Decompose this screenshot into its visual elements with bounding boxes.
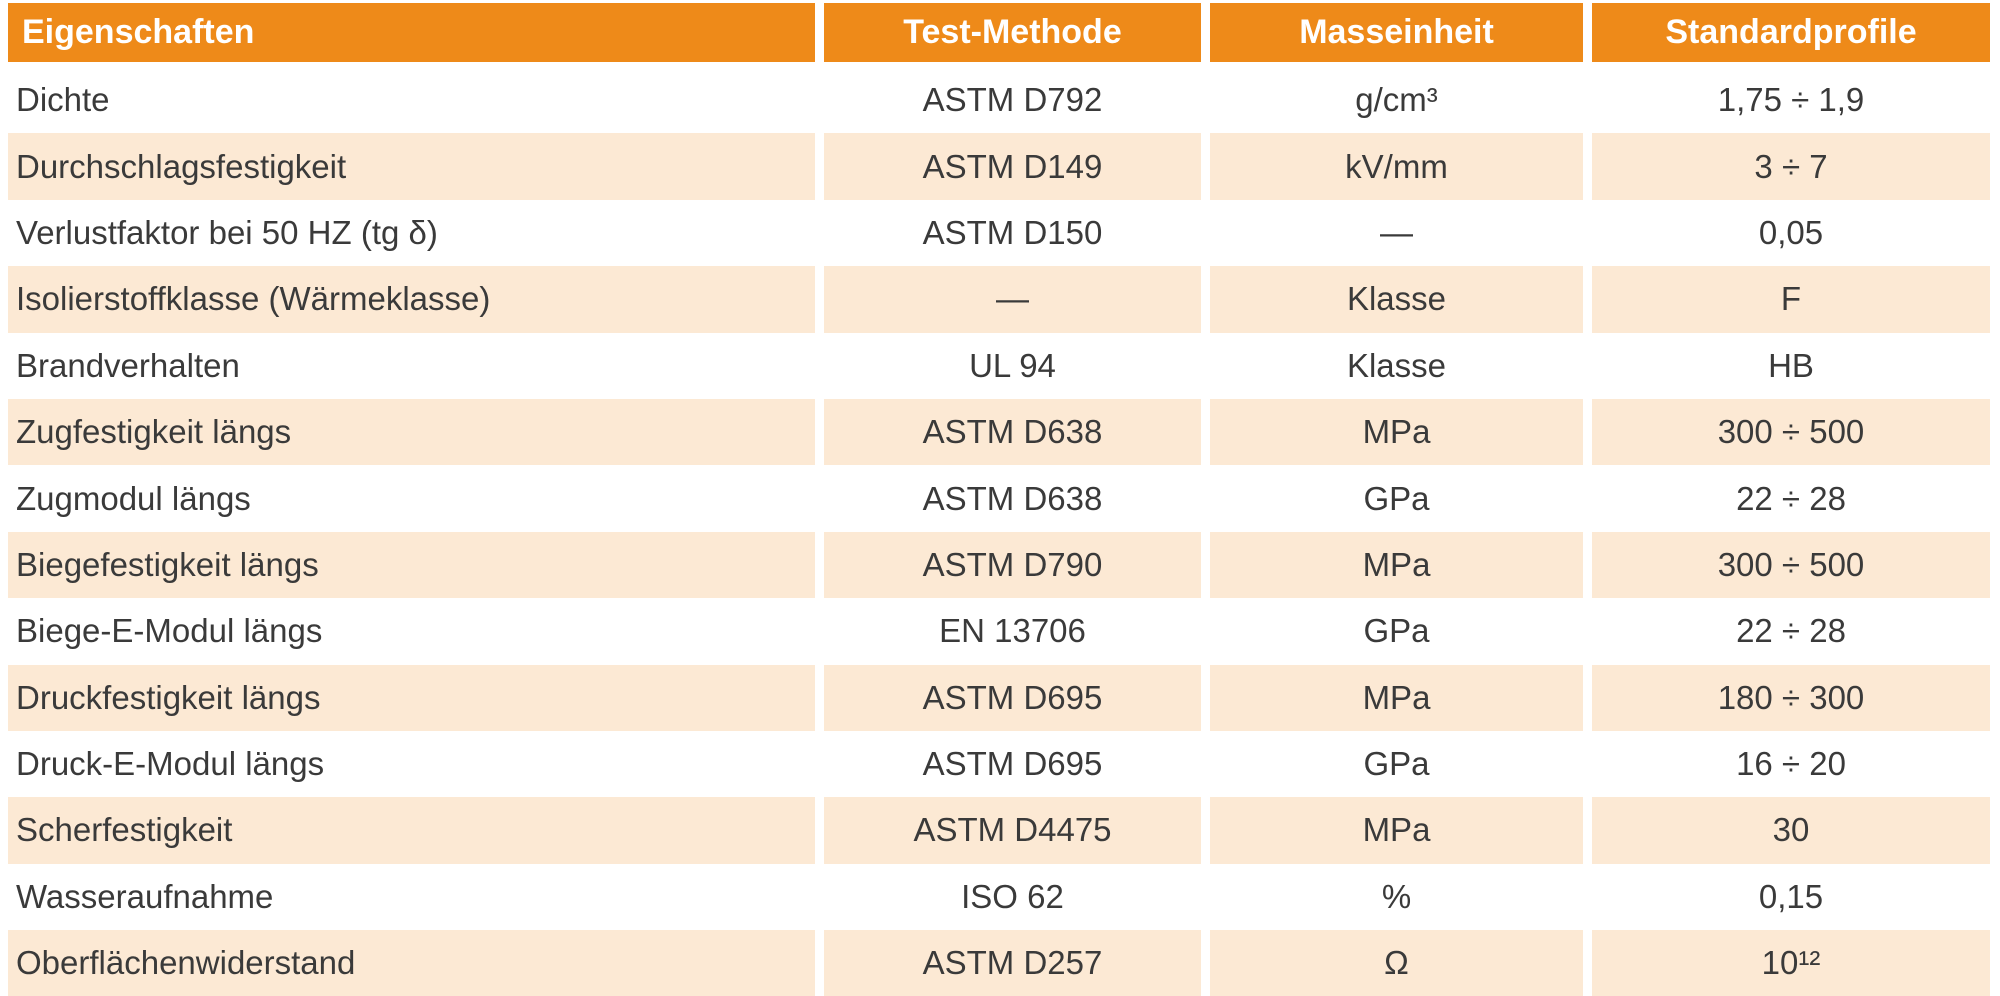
cell-standardprofile: 30 bbox=[1592, 797, 1990, 864]
cell-standardprofile: 0,15 bbox=[1592, 863, 1990, 931]
cell-standardprofile: 3 ÷ 7 bbox=[1592, 133, 1990, 200]
cell-eigenschaft: Wasseraufnahme bbox=[8, 863, 815, 931]
cell-test-methode: ASTM D638 bbox=[824, 398, 1201, 466]
cell-standardprofile: 300 ÷ 500 bbox=[1592, 531, 1990, 599]
cell-masseinheit: MPa bbox=[1210, 664, 1583, 731]
table-header-row: Eigenschaften Test-Methode Masseinheit S… bbox=[8, 3, 1990, 62]
column-header-eigenschaften: Eigenschaften bbox=[8, 3, 815, 62]
cell-masseinheit: Klasse bbox=[1210, 332, 1583, 399]
cell-standardprofile: 16 ÷ 20 bbox=[1592, 730, 1990, 798]
cell-standardprofile: 1,75 ÷ 1,9 bbox=[1592, 67, 1990, 134]
cell-masseinheit: g/cm³ bbox=[1210, 67, 1583, 134]
cell-eigenschaft: Verlustfaktor bei 50 HZ (tg δ) bbox=[8, 199, 815, 267]
cell-eigenschaft: Durchschlagsfestigkeit bbox=[8, 133, 815, 200]
table-row: Druck-E-Modul längs ASTM D695 GPa 16 ÷ 20 bbox=[8, 730, 1990, 798]
properties-table: Eigenschaften Test-Methode Masseinheit S… bbox=[8, 3, 1990, 996]
cell-test-methode: ASTM D695 bbox=[824, 730, 1201, 798]
cell-test-methode: ASTM D792 bbox=[824, 67, 1201, 134]
cell-eigenschaft: Biege-E-Modul längs bbox=[8, 598, 815, 665]
cell-eigenschaft: Druck-E-Modul längs bbox=[8, 730, 815, 798]
cell-masseinheit: Ω bbox=[1210, 930, 1583, 996]
cell-standardprofile: 22 ÷ 28 bbox=[1592, 598, 1990, 665]
table-row: Scherfestigkeit ASTM D4475 MPa 30 bbox=[8, 797, 1990, 864]
cell-eigenschaft: Zugfestigkeit längs bbox=[8, 398, 815, 466]
cell-test-methode: ASTM D257 bbox=[824, 930, 1201, 996]
table-row: Isolierstoffklasse (Wärmeklasse) — Klasse F bbox=[8, 266, 1990, 333]
cell-test-methode: ASTM D150 bbox=[824, 199, 1201, 267]
cell-masseinheit: kV/mm bbox=[1210, 133, 1583, 200]
cell-standardprofile: 180 ÷ 300 bbox=[1592, 664, 1990, 731]
cell-eigenschaft: Oberflächenwiderstand bbox=[8, 930, 815, 996]
cell-test-methode: ASTM D4475 bbox=[824, 797, 1201, 864]
cell-eigenschaft: Dichte bbox=[8, 67, 815, 134]
cell-standardprofile: 22 ÷ 28 bbox=[1592, 465, 1990, 532]
cell-standardprofile: HB bbox=[1592, 332, 1990, 399]
cell-standardprofile: 10¹² bbox=[1592, 930, 1990, 996]
column-header-standardprofile: Standardprofile bbox=[1592, 3, 1990, 62]
column-header-test-methode: Test-Methode bbox=[824, 3, 1201, 62]
table-row: Druckfestigkeit längs ASTM D695 MPa 180 ÷ 3… bbox=[8, 664, 1990, 731]
column-header-masseinheit: Masseinheit bbox=[1210, 3, 1583, 62]
cell-masseinheit: MPa bbox=[1210, 797, 1583, 864]
cell-eigenschaft: Biegefestigkeit längs bbox=[8, 531, 815, 599]
cell-masseinheit: MPa bbox=[1210, 531, 1583, 599]
cell-eigenschaft: Druckfestigkeit längs bbox=[8, 664, 815, 731]
cell-test-methode: UL 94 bbox=[824, 332, 1201, 399]
cell-masseinheit: MPa bbox=[1210, 398, 1583, 466]
table-row: Biege-E-Modul längs EN 13706 GPa 22 ÷ 28 bbox=[8, 598, 1990, 665]
cell-standardprofile: 0,05 bbox=[1592, 199, 1990, 267]
table-row: Oberflächenwiderstand ASTM D257 Ω 10¹² bbox=[8, 930, 1990, 996]
cell-masseinheit: GPa bbox=[1210, 465, 1583, 532]
table-row: Wasseraufnahme ISO 62% 0,15 bbox=[8, 863, 1990, 931]
cell-test-methode: ASTM D149 bbox=[824, 133, 1201, 200]
cell-masseinheit: GPa bbox=[1210, 730, 1583, 798]
table-row: Verlustfaktor bei 50 HZ (tg δ) ASTM D150—… bbox=[8, 199, 1990, 267]
table-row: Biegefestigkeit längs ASTM D790 MPa 300 ÷ 5… bbox=[8, 531, 1990, 599]
cell-masseinheit: Klasse bbox=[1210, 266, 1583, 333]
cell-masseinheit: GPa bbox=[1210, 598, 1583, 665]
cell-test-methode: ASTM D790 bbox=[824, 531, 1201, 599]
cell-masseinheit: — bbox=[1210, 199, 1583, 267]
cell-eigenschaft: Zugmodul längs bbox=[8, 465, 815, 532]
table-body: Dichte ASTM D792 g/cm³ 1,75 ÷ 1,9 Durchschla… bbox=[8, 67, 1990, 996]
table-row: Durchschlagsfestigkeit ASTM D149 kV/mm 3 ÷ … bbox=[8, 133, 1990, 200]
cell-eigenschaft: Isolierstoffklasse (Wärmeklasse) bbox=[8, 266, 815, 333]
cell-eigenschaft: Scherfestigkeit bbox=[8, 797, 815, 864]
table-row: Dichte ASTM D792 g/cm³ 1,75 ÷ 1,9 bbox=[8, 67, 1990, 134]
cell-test-methode: ASTM D695 bbox=[824, 664, 1201, 731]
cell-masseinheit: % bbox=[1210, 863, 1583, 931]
cell-test-methode: — bbox=[824, 266, 1201, 333]
table-row: Brandverhalten UL 94 Klasse HB bbox=[8, 332, 1990, 399]
cell-test-methode: ASTM D638 bbox=[824, 465, 1201, 532]
table-row: Zugmodul längs ASTM D638 GPa 22 ÷ 28 bbox=[8, 465, 1990, 532]
table-row: Zugfestigkeit längs ASTM D638 MPa 300 ÷ 500 bbox=[8, 398, 1990, 466]
cell-standardprofile: 300 ÷ 500 bbox=[1592, 398, 1990, 466]
cell-test-methode: EN 13706 bbox=[824, 598, 1201, 665]
cell-eigenschaft: Brandverhalten bbox=[8, 332, 815, 399]
cell-test-methode: ISO 62 bbox=[824, 863, 1201, 931]
cell-standardprofile: F bbox=[1592, 266, 1990, 333]
